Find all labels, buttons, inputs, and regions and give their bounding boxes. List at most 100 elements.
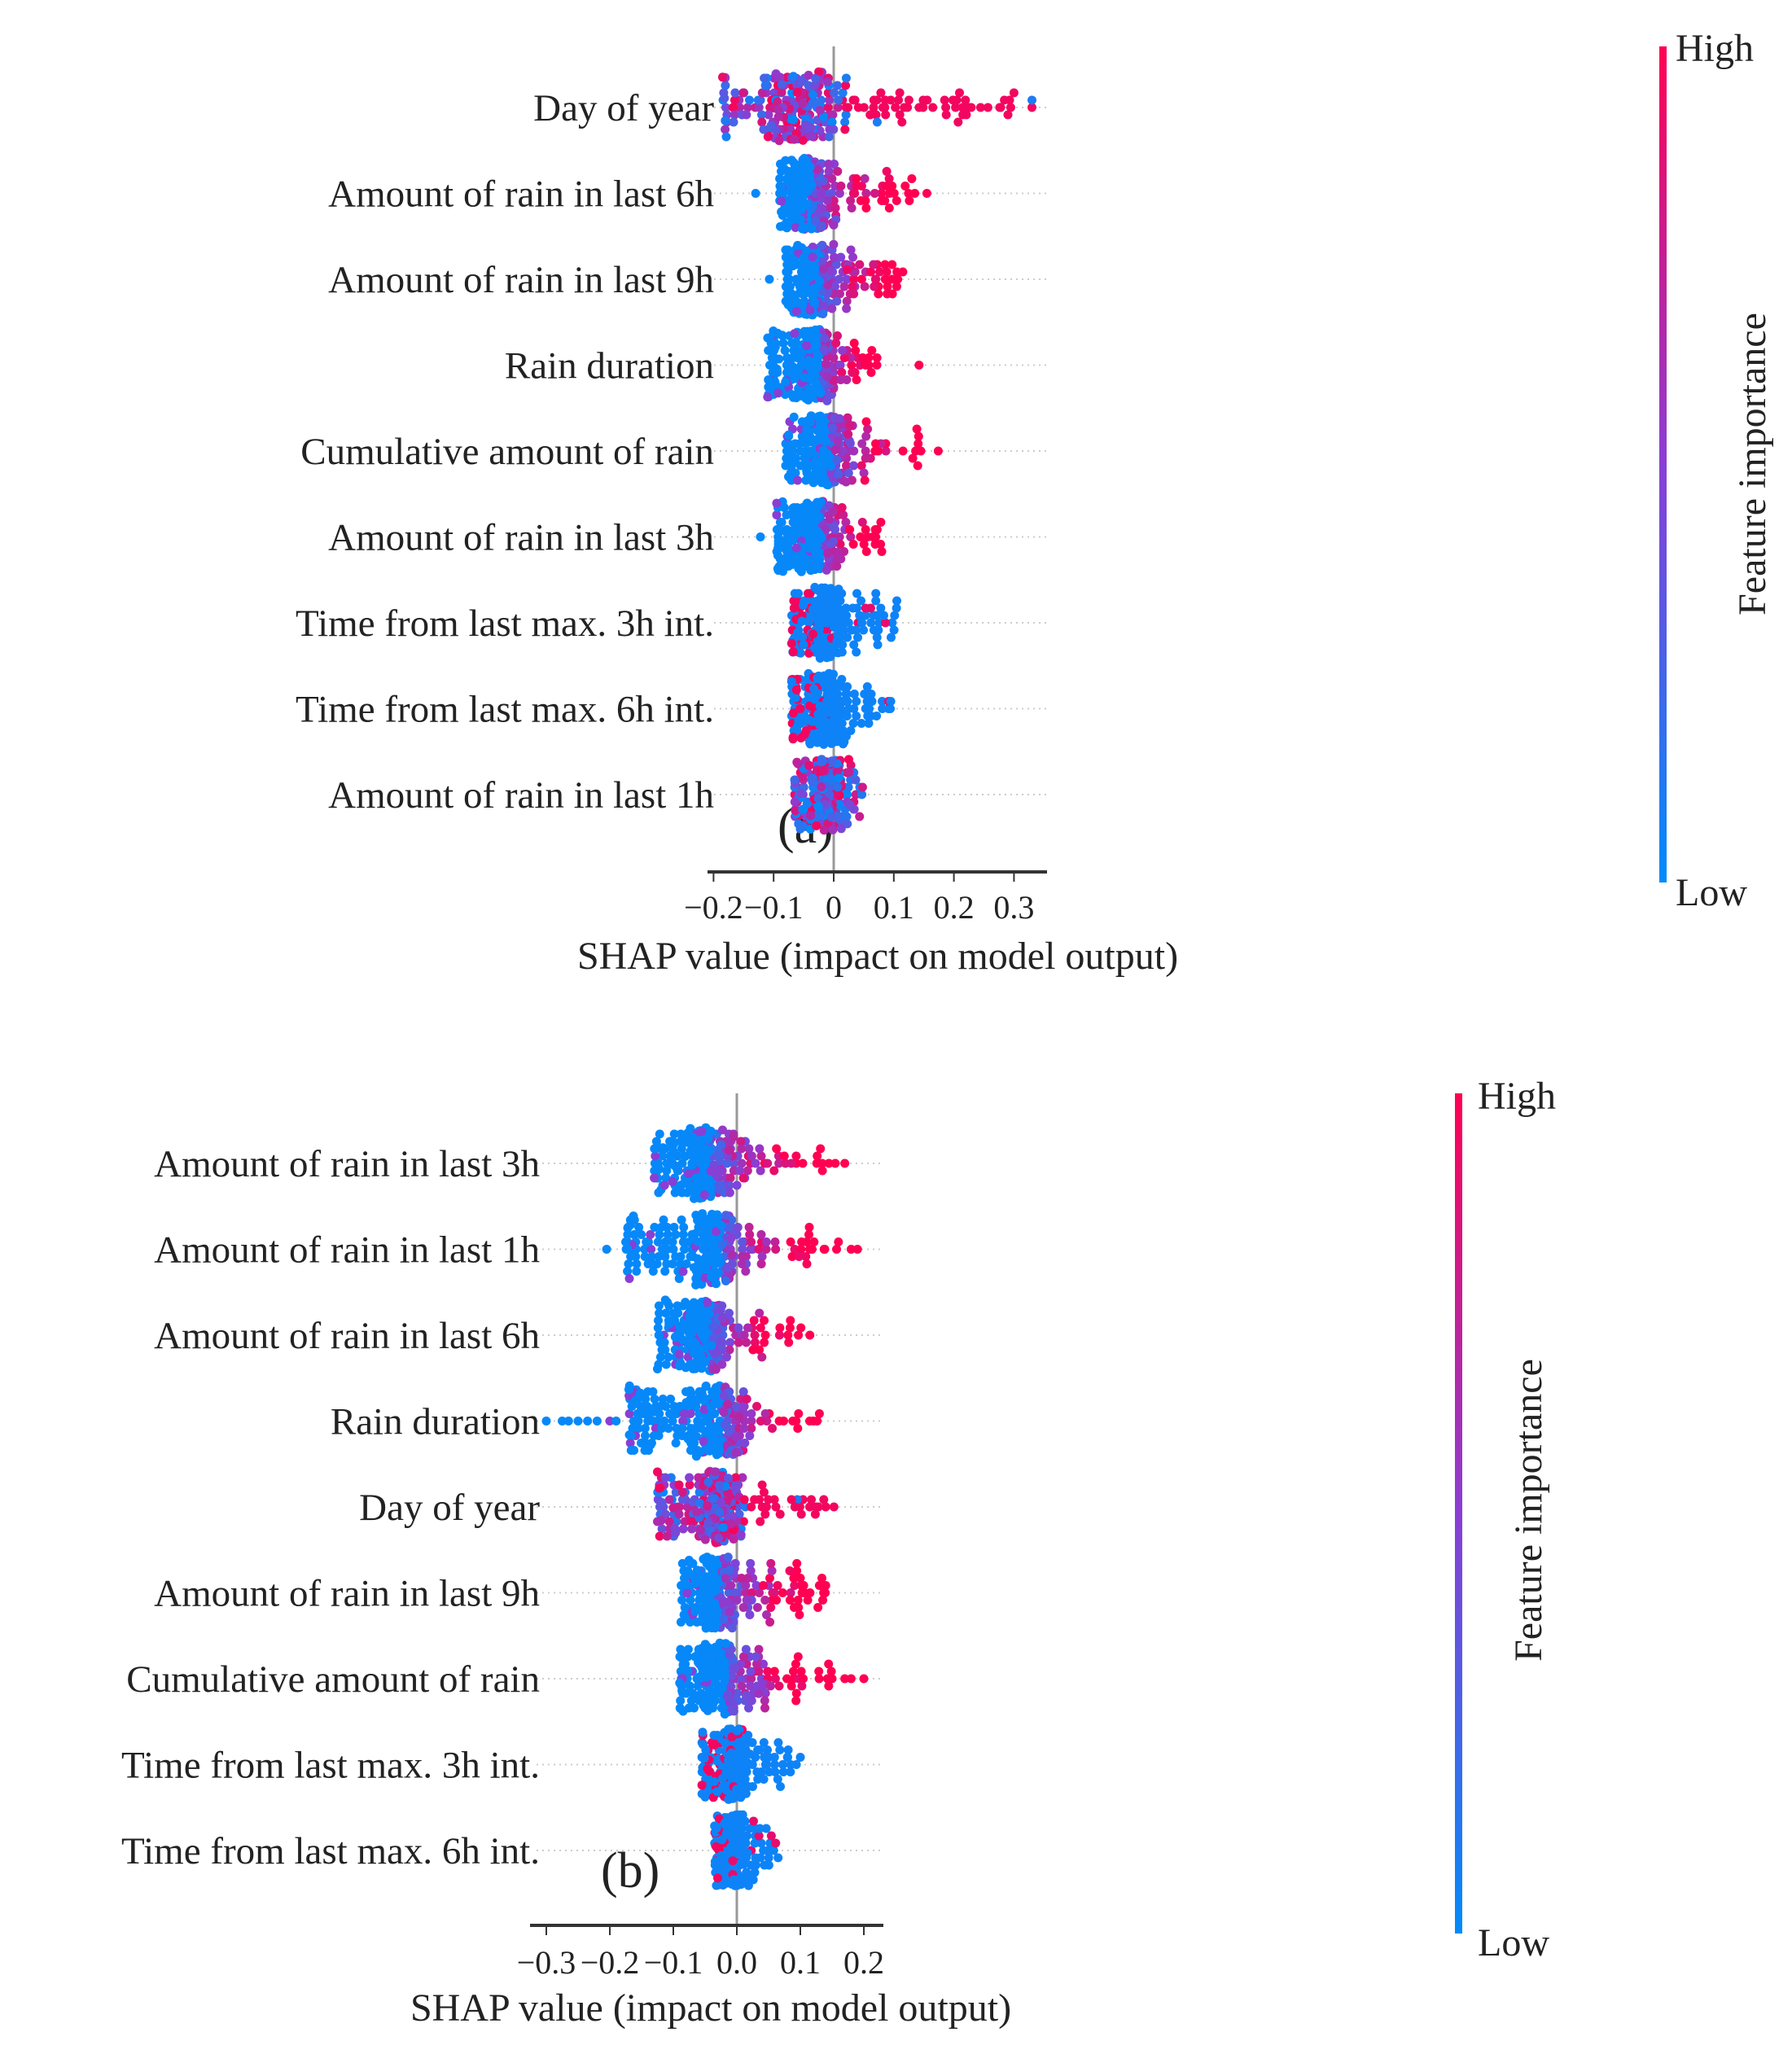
- shap-point: [696, 1395, 706, 1404]
- shap-point: [674, 1480, 684, 1490]
- shap-point: [886, 697, 896, 706]
- shap-point: [848, 252, 857, 262]
- shap-point: [712, 1842, 721, 1851]
- shap-point: [698, 1728, 708, 1737]
- shap-point: [777, 518, 786, 527]
- shap-point: [689, 1348, 699, 1358]
- shap-point: [753, 1745, 763, 1754]
- shap-point: [790, 775, 800, 785]
- shap-point: [789, 457, 799, 466]
- shap-point: [676, 1618, 686, 1627]
- shap-point: [726, 1842, 736, 1852]
- shap-point: [771, 368, 781, 378]
- shap-point: [707, 1272, 716, 1281]
- shap-point: [687, 1160, 697, 1170]
- shap-point: [871, 439, 880, 449]
- shap-point: [903, 103, 913, 112]
- shap-point: [845, 421, 855, 431]
- panel-b-chart: (b) SHAP value (impact on model output) …: [121, 1075, 1556, 2030]
- shap-point: [689, 1399, 699, 1408]
- shap-point: [686, 1252, 695, 1261]
- shap-point: [815, 654, 825, 663]
- shap-point: [892, 603, 901, 613]
- shap-point: [820, 641, 830, 650]
- shap-point: [659, 1215, 668, 1224]
- shap-point: [815, 600, 825, 609]
- shap-point: [870, 189, 879, 198]
- shap-point: [679, 1409, 689, 1418]
- shap-point: [742, 1338, 751, 1347]
- shap-point: [771, 1502, 781, 1512]
- shap-point: [882, 182, 892, 191]
- shap-point: [817, 416, 826, 426]
- colorbar-high-label-a: High: [1676, 27, 1754, 70]
- shap-point: [640, 1252, 650, 1261]
- feature-label: Day of year: [359, 1487, 540, 1529]
- shap-point: [887, 618, 897, 628]
- shap-point: [871, 596, 881, 606]
- shap-point: [861, 547, 871, 556]
- shap-point: [668, 1177, 677, 1186]
- shap-point: [720, 94, 730, 103]
- shap-point: [775, 174, 785, 183]
- shap-point: [677, 1215, 686, 1224]
- shap-point: [975, 103, 985, 112]
- shap-point: [829, 737, 839, 747]
- shap-point: [817, 204, 827, 213]
- shap-point: [763, 1666, 773, 1676]
- shap-point: [794, 1330, 804, 1340]
- shap-point: [656, 1516, 666, 1526]
- shap-point: [705, 1588, 715, 1598]
- shap-point: [892, 196, 901, 205]
- shap-point: [736, 1747, 746, 1757]
- shap-point: [878, 704, 887, 713]
- shap-point: [777, 87, 786, 97]
- shap-point: [670, 1332, 680, 1342]
- shap-point: [736, 1530, 746, 1539]
- shap-point: [756, 1151, 766, 1161]
- shap-point: [739, 1330, 749, 1340]
- shap-point: [671, 1252, 681, 1261]
- shap-point: [797, 1237, 807, 1246]
- shap-point: [624, 1391, 634, 1400]
- shap-point: [856, 532, 865, 541]
- shap-point: [699, 1666, 708, 1675]
- shap-point: [692, 1173, 701, 1183]
- shap-point: [832, 455, 842, 465]
- shap-point: [698, 1223, 708, 1233]
- shap-point: [760, 1316, 769, 1325]
- shap-point: [650, 1173, 659, 1183]
- shap-point: [814, 1409, 824, 1418]
- shap-point: [765, 1767, 774, 1776]
- shap-point: [788, 72, 798, 81]
- shap-point: [759, 1846, 769, 1855]
- shap-point: [791, 1151, 801, 1161]
- shap-point: [825, 613, 835, 623]
- shap-point: [814, 1666, 824, 1676]
- shap-point: [855, 260, 865, 269]
- shap-point: [640, 1245, 650, 1254]
- shap-point: [733, 1480, 743, 1490]
- shap-point: [799, 804, 808, 814]
- shap-point: [795, 172, 805, 182]
- shap-point: [660, 1237, 670, 1246]
- shap-point: [737, 1259, 747, 1268]
- shap-point: [640, 1424, 650, 1433]
- shap-point: [742, 1395, 751, 1404]
- shap-point: [787, 1252, 797, 1261]
- shap-point: [819, 826, 829, 835]
- shap-point: [760, 1330, 770, 1340]
- shap-point: [819, 1495, 829, 1504]
- shap-point: [776, 1782, 785, 1791]
- shap-point: [822, 565, 831, 575]
- shap-point: [751, 1581, 761, 1590]
- shap-point: [650, 1223, 659, 1232]
- shap-point: [813, 436, 822, 445]
- shap-point: [755, 1144, 765, 1154]
- shap-point: [707, 1341, 716, 1351]
- shap-point: [872, 361, 882, 370]
- shap-point: [690, 1193, 699, 1203]
- shap-point: [677, 1653, 687, 1663]
- shap-point: [762, 1610, 771, 1619]
- shap-point: [831, 339, 841, 348]
